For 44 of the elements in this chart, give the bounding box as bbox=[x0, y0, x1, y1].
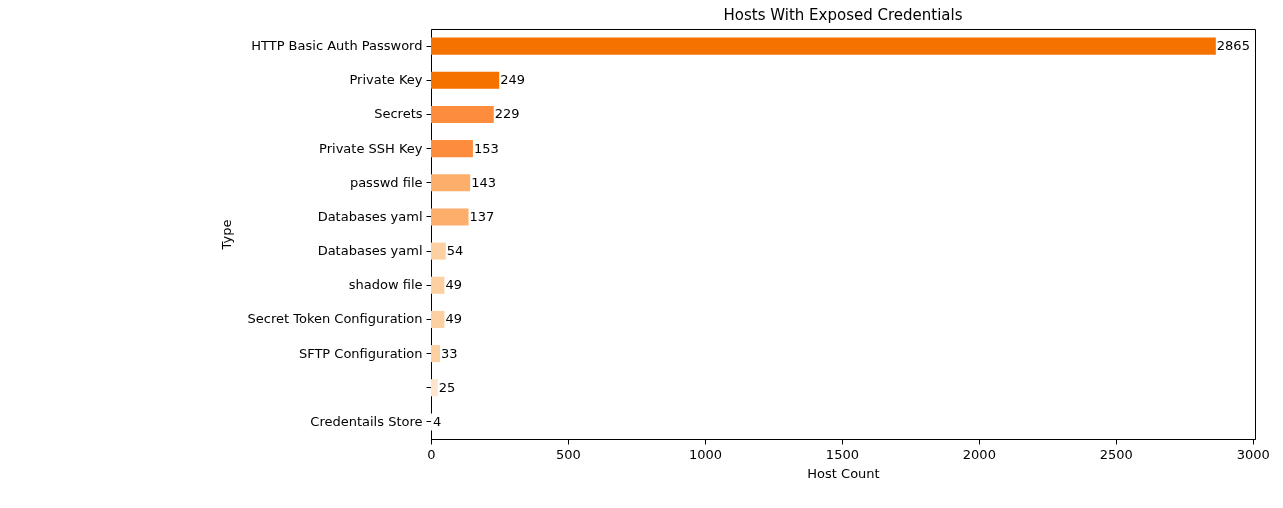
x-tick-label: 1500 bbox=[825, 446, 859, 462]
y-tick-label: HTTP Basic Auth Password bbox=[251, 38, 423, 54]
data-label: 137 bbox=[469, 208, 495, 224]
y-tick-label: SFTP Configuration bbox=[298, 345, 423, 361]
chart-title: Hosts With Exposed Credentials bbox=[723, 6, 963, 24]
y-tick-label: Databases yaml bbox=[317, 243, 423, 259]
x-tick-label: 3000 bbox=[1236, 446, 1270, 462]
y-tick-label: passwd file bbox=[349, 174, 423, 190]
y-axis-title: Type bbox=[218, 219, 234, 251]
bar bbox=[431, 37, 1216, 55]
x-tick-label: 1000 bbox=[688, 446, 722, 462]
y-tick-label: Secret Token Configuration bbox=[247, 311, 423, 327]
x-tick-label: 0 bbox=[427, 446, 436, 462]
bar bbox=[431, 140, 473, 158]
bar bbox=[431, 310, 445, 328]
x-axis-title: Host Count bbox=[807, 465, 880, 481]
y-tick-label: Databases yaml bbox=[317, 208, 423, 224]
bar bbox=[431, 71, 500, 89]
data-label: 49 bbox=[445, 277, 462, 293]
data-label: 249 bbox=[500, 72, 526, 88]
data-label: 49 bbox=[445, 311, 462, 327]
data-label: 54 bbox=[446, 243, 464, 259]
data-label: 153 bbox=[473, 140, 499, 156]
data-label: 143 bbox=[471, 174, 496, 190]
y-tick-label: Secrets bbox=[374, 106, 423, 122]
bar bbox=[431, 242, 446, 260]
bar bbox=[431, 276, 445, 294]
x-tick-label: 2500 bbox=[1099, 446, 1133, 462]
bar bbox=[431, 379, 438, 397]
data-label: 4 bbox=[433, 413, 442, 429]
bar bbox=[431, 174, 471, 192]
x-tick-label: 2000 bbox=[962, 446, 996, 462]
y-tick-label: Private Key bbox=[349, 72, 423, 88]
data-label: 229 bbox=[494, 106, 520, 122]
bar bbox=[431, 105, 494, 123]
x-tick-label: 500 bbox=[556, 446, 581, 462]
y-tick-label: Private SSH Key bbox=[319, 140, 423, 156]
y-tick-label: Credentails Store bbox=[310, 413, 423, 429]
data-label: 33 bbox=[441, 345, 458, 361]
data-label: 25 bbox=[438, 379, 456, 395]
data-label: 2865 bbox=[1216, 38, 1250, 54]
bar bbox=[431, 208, 469, 226]
y-tick-label: shadow file bbox=[348, 277, 423, 293]
bar bbox=[431, 345, 441, 363]
